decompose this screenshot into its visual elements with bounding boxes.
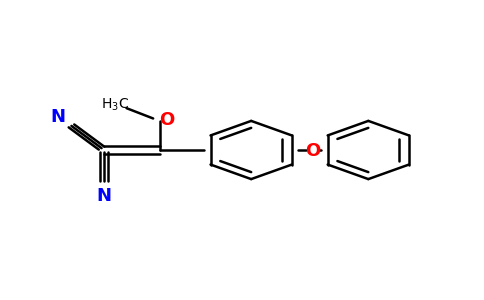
Text: O: O xyxy=(159,111,175,129)
Text: $\mathrm{H_3C}$: $\mathrm{H_3C}$ xyxy=(101,96,129,113)
Text: N: N xyxy=(50,108,65,126)
Text: O: O xyxy=(305,142,320,160)
Text: N: N xyxy=(97,187,111,205)
